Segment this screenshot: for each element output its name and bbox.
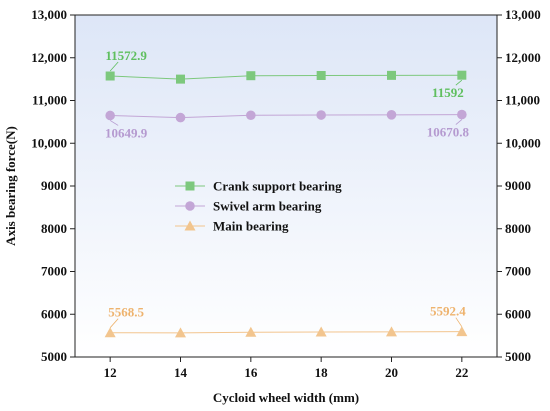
data-label: 10649.9	[105, 125, 148, 140]
y2-tick-label: 10,000	[505, 135, 541, 150]
y-tick-label: 7000	[41, 264, 67, 279]
x-tick-label: 22	[455, 365, 468, 380]
y-tick-label: 13,000	[31, 7, 67, 22]
data-point	[387, 70, 396, 80]
y2-tick-label: 5000	[505, 349, 531, 364]
plot-area	[75, 15, 497, 357]
data-point	[456, 326, 468, 337]
x-tick-label: 14	[174, 365, 188, 380]
legend-marker	[185, 201, 195, 211]
y-tick-label: 12,000	[31, 50, 67, 65]
data-point	[316, 110, 326, 120]
y-tick-label: 6000	[41, 306, 67, 321]
annotation-leader	[455, 119, 463, 125]
y2-tick-label: 6000	[505, 306, 531, 321]
data-point	[105, 71, 115, 81]
data-point	[457, 70, 467, 80]
y-axis-title: Axis bearing force(N)	[3, 126, 18, 246]
x-tick-label: 16	[244, 365, 258, 380]
legend-item: Swivel arm bearing	[175, 199, 322, 214]
series-line	[110, 74, 462, 80]
data-point	[104, 327, 116, 338]
data-point	[105, 110, 115, 121]
x-tick-label: 18	[315, 365, 329, 380]
y-tick-label: 11,000	[32, 93, 67, 108]
data-label: 5592.4	[430, 304, 466, 319]
series-0	[105, 70, 467, 84]
series-1	[105, 109, 467, 123]
legend-label: Main bearing	[213, 219, 289, 234]
data-label: 5568.5	[108, 305, 144, 320]
annotation-leader	[455, 79, 463, 86]
data-label: 11592	[432, 85, 464, 100]
annotation-leader	[455, 317, 463, 327]
data-point	[175, 112, 186, 123]
series-line	[110, 114, 462, 119]
data-label: 11572.9	[105, 48, 147, 63]
axis-layer: 5000 5000 6000 6000 7000 7000 8000 8000 9000 9000…	[31, 7, 541, 380]
x-tick-label: 20	[385, 365, 398, 380]
y2-tick-label: 8000	[505, 221, 531, 236]
series-2	[104, 326, 468, 338]
data-point	[315, 326, 327, 337]
data-point	[246, 71, 256, 81]
y-tick-label: 8000	[41, 221, 67, 236]
annotation-leader	[109, 120, 119, 126]
annotation-leader	[109, 318, 119, 328]
legend-item: Main bearing	[175, 219, 289, 234]
legend-label: Crank support bearing	[213, 179, 342, 194]
legend-marker	[185, 181, 195, 191]
legend-marker	[184, 220, 196, 231]
y2-tick-label: 11,000	[505, 93, 540, 108]
y-tick-label: 5000	[41, 349, 67, 364]
legend: Crank support bearing Swivel arm bearing M…	[175, 179, 342, 234]
series-line	[110, 331, 462, 334]
y2-tick-label: 9000	[505, 178, 531, 193]
data-label-layer: 11572.9 11592 10649.9 10670.8 5568.5 5592.4	[105, 48, 469, 328]
data-point	[386, 110, 397, 120]
y2-tick-label: 12,000	[505, 50, 541, 65]
data-point	[386, 326, 397, 337]
y-tick-label: 9000	[41, 178, 67, 193]
series-layer	[104, 70, 468, 338]
x-tick-label: 12	[104, 365, 117, 380]
data-point	[316, 70, 326, 80]
data-label: 10670.8	[427, 125, 470, 140]
legend-label: Swivel arm bearing	[213, 199, 322, 214]
data-point	[175, 327, 186, 338]
data-point	[246, 110, 256, 121]
data-point	[457, 109, 467, 120]
data-point	[245, 326, 257, 337]
annotation-leader	[109, 61, 119, 72]
legend-item: Crank support bearing	[175, 179, 342, 194]
y-tick-label: 10,000	[31, 135, 67, 150]
y2-tick-label: 7000	[505, 264, 531, 279]
data-point	[176, 74, 185, 84]
y2-tick-label: 13,000	[505, 7, 541, 22]
x-axis-title: Cycloid wheel width (mm)	[213, 390, 359, 405]
